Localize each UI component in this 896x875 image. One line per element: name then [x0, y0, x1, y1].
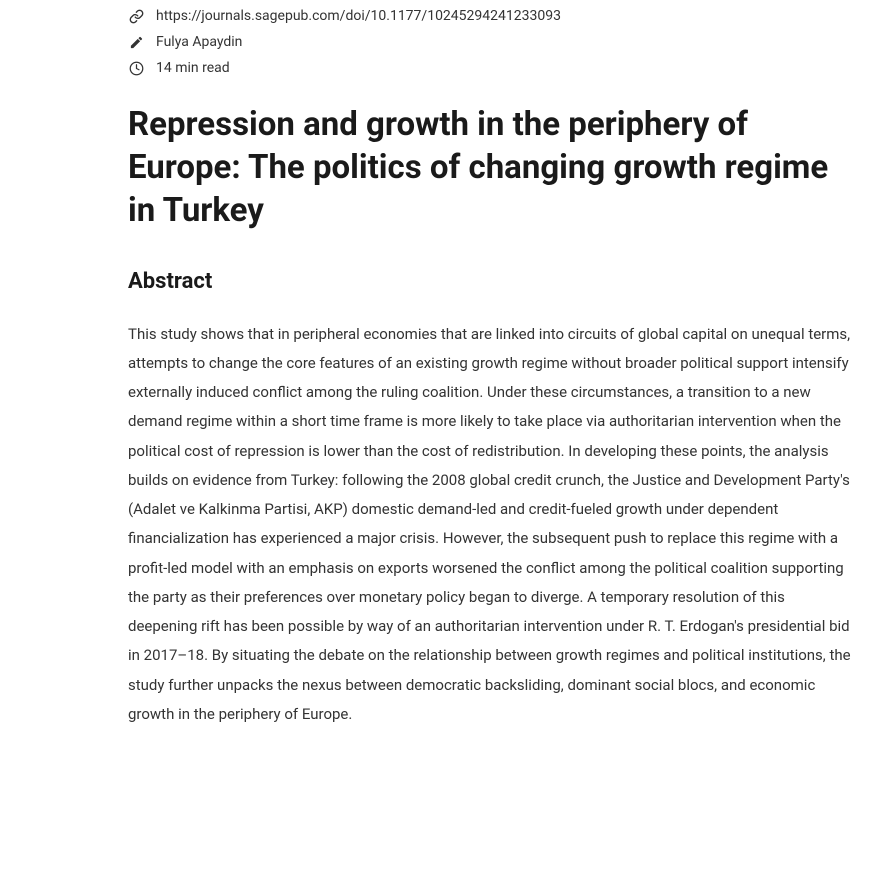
meta-readtime-row: 14 min read [128, 60, 856, 76]
article-title: Repression and growth in the periphery o… [128, 104, 856, 233]
abstract-body: This study shows that in peripheral econ… [128, 320, 856, 730]
meta-author-row: Fulya Apaydin [128, 34, 856, 50]
article-container: https://journals.sagepub.com/doi/10.1177… [128, 8, 856, 729]
author-name: Fulya Apaydin [156, 34, 242, 50]
abstract-heading: Abstract [128, 269, 856, 294]
read-time: 14 min read [156, 60, 230, 76]
clock-icon [128, 60, 144, 76]
pen-icon [128, 34, 144, 50]
meta-url-row: https://journals.sagepub.com/doi/10.1177… [128, 8, 856, 24]
source-url[interactable]: https://journals.sagepub.com/doi/10.1177… [156, 8, 561, 24]
link-icon [128, 8, 144, 24]
